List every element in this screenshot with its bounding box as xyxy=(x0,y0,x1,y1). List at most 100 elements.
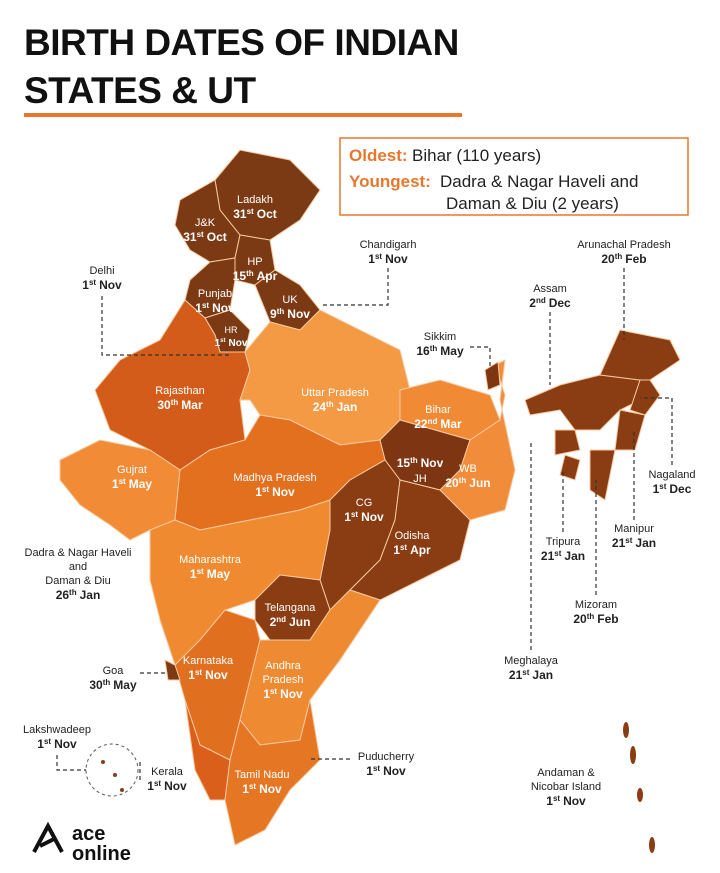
date-suffix: st xyxy=(351,510,358,519)
region-name: Daman & Diu xyxy=(45,575,110,587)
date-suffix: st xyxy=(262,485,269,494)
date-month: Jan xyxy=(532,668,553,682)
date-day: 1 xyxy=(393,543,400,557)
birth-date: 1st Nov xyxy=(546,794,586,808)
date-suffix: st xyxy=(44,737,51,746)
date-month: May xyxy=(440,344,464,358)
region-name: CG xyxy=(356,497,373,509)
date-month: Apr xyxy=(410,543,431,557)
date-day: 15 xyxy=(233,269,247,283)
region-name: Bihar xyxy=(425,404,451,416)
region-name: Punjab xyxy=(198,288,232,300)
date-suffix: st xyxy=(202,301,209,310)
region-name: Uttar Pradesh xyxy=(301,387,369,399)
highlight-box xyxy=(339,137,689,216)
youngest-value: Daman & Diu (2 years) xyxy=(446,194,619,213)
date-suffix: th xyxy=(430,344,438,353)
date-day: 1 xyxy=(368,252,375,266)
date-month: Nov xyxy=(259,782,282,796)
birth-date: 21st Jan xyxy=(612,536,656,550)
date-day: 20 xyxy=(445,476,459,490)
region-name: Odisha xyxy=(395,530,431,542)
region-name: Chandigarh xyxy=(360,239,417,251)
region-name: Andaman & xyxy=(537,767,595,779)
date-month: Oct xyxy=(207,230,227,244)
logo: ace online xyxy=(32,821,131,865)
birth-date: 1st Nov xyxy=(344,510,384,524)
date-suffix: th xyxy=(103,678,111,687)
region xyxy=(614,409,646,451)
date-month: Nov xyxy=(385,252,408,266)
region-name: Lakshwadeep xyxy=(23,724,91,736)
region-name: HR xyxy=(225,325,238,335)
birth-date: 26th Jan xyxy=(56,588,101,602)
region-name: Nagaland xyxy=(648,469,695,481)
birth-date: 1st Apr xyxy=(393,543,431,557)
date-suffix: st xyxy=(220,338,225,344)
date-month: Nov xyxy=(421,456,444,470)
oldest-key: Oldest: xyxy=(349,146,408,165)
date-month: Nov xyxy=(272,485,295,499)
birth-date: 9th Nov xyxy=(270,307,310,321)
birth-date: 1st Nov xyxy=(255,485,295,499)
region xyxy=(349,479,471,601)
region-name: J&K xyxy=(195,217,216,229)
region-name: Assam xyxy=(533,283,567,295)
date-day: 21 xyxy=(509,668,523,682)
date-day: 1 xyxy=(263,687,270,701)
birth-date: 24th Jan xyxy=(313,400,358,414)
date-day: 1 xyxy=(344,510,351,524)
birth-date: 30th Mar xyxy=(157,398,203,412)
birth-date: 20th Feb xyxy=(573,612,618,626)
birth-date: 2nd Dec xyxy=(529,296,571,310)
date-suffix: nd xyxy=(536,296,546,305)
region-name: Maharashtra xyxy=(179,554,242,566)
date-suffix: st xyxy=(195,668,202,677)
date-day: 20 xyxy=(601,252,615,266)
birth-date: 1st May xyxy=(190,567,230,581)
birth-date: 1st Nov xyxy=(37,737,77,751)
date-day: 1 xyxy=(147,779,154,793)
birth-date: 1st Nov xyxy=(215,338,248,349)
oldest-value: Bihar (110 years) xyxy=(412,146,541,165)
birth-date: 1st Nov xyxy=(188,668,228,682)
birth-date: 1st Nov xyxy=(263,687,303,701)
date-suffix: st xyxy=(197,230,204,239)
region-name: Tamil Nadu xyxy=(234,769,289,781)
region-name: JH xyxy=(413,473,427,485)
date-suffix: nd xyxy=(276,615,286,624)
date-suffix: th xyxy=(587,612,595,621)
birth-date: 30th May xyxy=(89,678,137,692)
date-day: 30 xyxy=(157,398,171,412)
date-suffix: st xyxy=(197,567,204,576)
region-name: HP xyxy=(247,256,262,268)
date-day: 2 xyxy=(270,615,277,629)
date-suffix: st xyxy=(659,482,666,491)
region-name: Tripura xyxy=(546,536,581,548)
date-month: Nov xyxy=(361,510,384,524)
region-name: UK xyxy=(282,294,298,306)
youngest-key: Youngest: xyxy=(349,172,431,191)
region-name: and xyxy=(69,561,87,573)
birth-date: 1st Nov xyxy=(195,301,235,315)
region-name: Madhya Pradesh xyxy=(233,472,316,484)
date-suffix: nd xyxy=(428,417,438,426)
region-name: Goa xyxy=(103,665,125,677)
region-name: WB xyxy=(459,463,477,475)
birth-date: 31st Oct xyxy=(183,230,227,244)
date-suffix: th xyxy=(246,269,254,278)
date-month: Feb xyxy=(597,612,618,626)
date-day: 1 xyxy=(242,782,249,796)
date-month: Nov xyxy=(563,794,586,808)
region-name: Andhra xyxy=(265,660,301,672)
date-day: 21 xyxy=(612,536,626,550)
region-name: Pradesh xyxy=(263,674,304,686)
map-regions xyxy=(59,149,681,853)
region-name: Rajasthan xyxy=(155,385,205,397)
title-underline xyxy=(24,113,462,117)
date-month: Jun xyxy=(469,476,490,490)
birth-date: 1st Nov xyxy=(82,278,122,292)
date-suffix: st xyxy=(375,252,382,261)
date-suffix: st xyxy=(400,543,407,552)
